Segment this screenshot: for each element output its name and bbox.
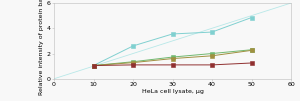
Dark red line (171, 64, 174, 65)
Dark olive line (210, 55, 214, 56)
Green line (250, 49, 253, 50)
Line: Cyan line (stain-free): Cyan line (stain-free) (92, 16, 253, 67)
Dark olive line (250, 50, 253, 51)
Green line (131, 61, 135, 62)
Green line (171, 56, 174, 58)
Dark olive line (92, 65, 95, 66)
Dark olive line (131, 62, 135, 63)
Green line (92, 65, 95, 66)
Line: Dark red line: Dark red line (92, 62, 253, 67)
Dark red line (250, 62, 253, 64)
Line: Dark olive line: Dark olive line (92, 49, 253, 67)
Dark red line (210, 64, 214, 65)
Cyan line (stain-free) (131, 45, 135, 47)
Cyan line (stain-free) (92, 65, 95, 66)
Cyan line (stain-free) (171, 33, 174, 35)
Dark olive line (171, 58, 174, 59)
Green line (210, 53, 214, 54)
X-axis label: HeLa cell lysate, μg: HeLa cell lysate, μg (142, 89, 203, 94)
Line: Green line: Green line (92, 48, 253, 67)
Cyan line (stain-free) (250, 17, 253, 18)
Cyan line (stain-free) (210, 31, 214, 33)
Dark red line (92, 65, 95, 66)
Y-axis label: Relative intensity of protein bands: Relative intensity of protein bands (39, 0, 44, 95)
Dark red line (131, 64, 135, 65)
